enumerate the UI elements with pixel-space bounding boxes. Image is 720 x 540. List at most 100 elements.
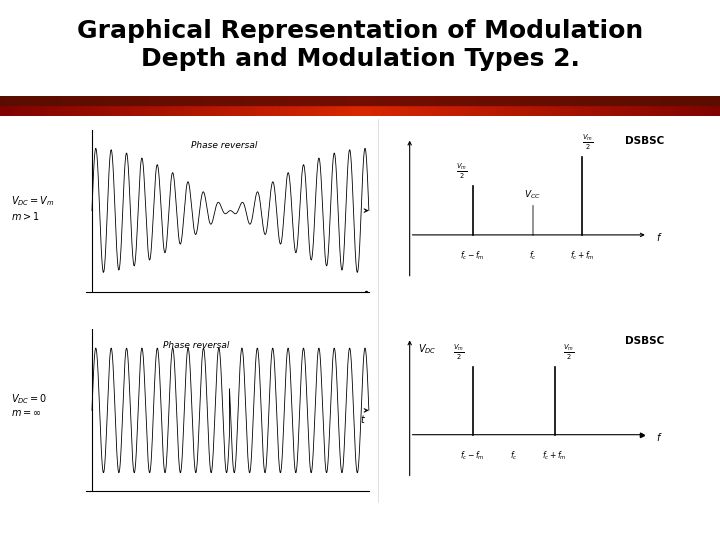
Bar — [14, 96, 18, 105]
Bar — [677, 96, 680, 105]
Bar — [40, 105, 43, 116]
Bar — [605, 105, 608, 116]
Bar — [90, 105, 94, 116]
Bar — [148, 96, 151, 105]
Bar — [144, 96, 148, 105]
Bar — [86, 105, 90, 116]
Bar — [97, 105, 101, 116]
Bar — [695, 105, 698, 116]
Bar — [598, 105, 601, 116]
Bar — [252, 105, 256, 116]
Bar — [50, 96, 54, 105]
Bar — [0, 96, 4, 105]
Bar — [691, 105, 695, 116]
Bar — [497, 96, 500, 105]
Bar — [317, 105, 320, 116]
Bar — [490, 96, 493, 105]
Bar — [662, 96, 666, 105]
Bar — [443, 96, 446, 105]
Bar — [605, 96, 608, 105]
Bar — [256, 96, 259, 105]
Bar — [576, 105, 580, 116]
Bar — [166, 96, 169, 105]
Text: t: t — [360, 415, 364, 425]
Bar — [202, 96, 205, 105]
Bar — [482, 96, 486, 105]
Bar — [223, 105, 227, 116]
Bar — [90, 96, 94, 105]
Bar — [680, 105, 684, 116]
Bar — [367, 105, 371, 116]
Bar — [270, 96, 274, 105]
Bar — [461, 105, 464, 116]
Bar — [7, 96, 11, 105]
Bar — [389, 105, 392, 116]
Bar — [371, 105, 374, 116]
Bar — [587, 105, 590, 116]
Bar — [529, 96, 533, 105]
Bar — [4, 96, 7, 105]
Bar — [443, 105, 446, 116]
Bar — [241, 96, 245, 105]
Bar — [702, 105, 706, 116]
Bar — [58, 105, 61, 116]
Bar — [594, 105, 598, 116]
Bar — [180, 96, 184, 105]
Bar — [385, 105, 389, 116]
Bar — [562, 96, 565, 105]
Bar — [630, 96, 634, 105]
Bar — [212, 105, 216, 116]
Bar — [529, 105, 533, 116]
Bar — [421, 105, 425, 116]
Bar — [637, 96, 641, 105]
Bar — [371, 96, 374, 105]
Bar — [216, 96, 220, 105]
Bar — [400, 96, 403, 105]
Bar — [36, 105, 40, 116]
Bar — [58, 96, 61, 105]
Bar — [115, 105, 119, 116]
Bar — [216, 105, 220, 116]
Bar — [320, 105, 324, 116]
Bar — [644, 105, 648, 116]
Bar — [29, 105, 32, 116]
Bar — [436, 105, 439, 116]
Bar — [101, 96, 104, 105]
Bar — [562, 105, 565, 116]
Bar — [374, 96, 378, 105]
Bar — [540, 105, 544, 116]
Bar — [677, 105, 680, 116]
Bar — [652, 105, 655, 116]
Bar — [511, 96, 515, 105]
Bar — [324, 105, 328, 116]
Bar — [176, 96, 180, 105]
Bar — [126, 96, 130, 105]
Bar — [86, 96, 90, 105]
Bar — [119, 105, 122, 116]
Bar — [302, 96, 306, 105]
Bar — [493, 105, 497, 116]
Bar — [299, 96, 302, 105]
Bar — [50, 105, 54, 116]
Bar — [659, 96, 662, 105]
Bar — [565, 105, 569, 116]
Bar — [536, 105, 540, 116]
Bar — [353, 96, 356, 105]
Bar — [176, 105, 180, 116]
Bar — [558, 96, 562, 105]
Bar — [299, 105, 302, 116]
Bar — [22, 105, 25, 116]
Bar — [155, 105, 158, 116]
Bar — [486, 96, 490, 105]
Bar — [158, 96, 162, 105]
Bar — [47, 105, 50, 116]
Bar — [594, 96, 598, 105]
Bar — [349, 105, 353, 116]
Bar — [522, 105, 526, 116]
Bar — [626, 96, 630, 105]
Bar — [133, 96, 137, 105]
Bar — [223, 96, 227, 105]
Text: f: f — [656, 233, 660, 243]
Bar — [472, 96, 475, 105]
Bar — [220, 96, 223, 105]
